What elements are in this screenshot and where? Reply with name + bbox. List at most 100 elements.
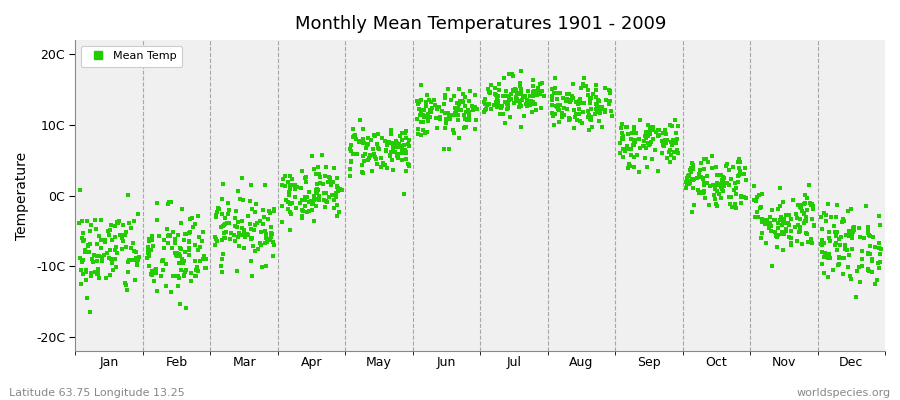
Point <box>161 240 176 246</box>
Point <box>215 237 230 244</box>
Point <box>708 164 723 170</box>
Point <box>350 151 365 158</box>
Point <box>298 194 312 200</box>
Point <box>175 256 189 262</box>
Point <box>94 254 109 260</box>
Point <box>131 254 146 260</box>
Point <box>636 138 651 144</box>
Point <box>216 223 230 229</box>
Point <box>863 233 878 240</box>
Point <box>190 264 204 270</box>
Point <box>490 104 504 110</box>
Point <box>210 209 224 216</box>
Point <box>712 191 726 197</box>
Point <box>318 204 332 210</box>
Point <box>762 225 777 231</box>
Point <box>729 205 743 211</box>
Point <box>593 110 608 116</box>
Point <box>723 201 737 207</box>
Point <box>214 263 229 270</box>
Point <box>103 227 117 233</box>
Point <box>145 272 159 278</box>
Point <box>652 126 666 133</box>
Point <box>431 103 446 110</box>
Point <box>760 217 775 224</box>
Point <box>814 242 829 248</box>
Point <box>501 97 516 103</box>
Point <box>356 136 370 142</box>
Point <box>829 240 843 246</box>
Point <box>666 149 680 155</box>
Point <box>734 193 749 199</box>
Point <box>490 91 504 98</box>
Point <box>656 142 670 148</box>
Point <box>310 196 324 203</box>
Point <box>448 106 463 112</box>
Point <box>733 164 747 171</box>
Point <box>451 112 465 118</box>
Point <box>657 143 671 149</box>
Point <box>173 253 187 259</box>
Point <box>453 98 467 104</box>
Point <box>361 135 375 141</box>
Point <box>122 220 137 226</box>
Point <box>284 200 299 206</box>
Point <box>595 124 609 130</box>
Point <box>435 108 449 114</box>
Point <box>347 133 362 140</box>
Point <box>459 108 473 115</box>
Point <box>553 102 567 108</box>
Point <box>307 193 321 200</box>
Point <box>313 180 328 186</box>
Point <box>873 251 887 257</box>
Point <box>526 89 540 96</box>
Point <box>359 145 374 151</box>
Point <box>182 238 196 244</box>
Point <box>141 238 156 244</box>
Point <box>784 234 798 241</box>
Point <box>250 246 265 252</box>
Point <box>681 181 696 188</box>
Point <box>823 238 837 244</box>
Point <box>814 237 829 243</box>
Point <box>305 207 320 213</box>
Point <box>615 136 629 142</box>
Point <box>680 174 694 181</box>
Point <box>119 229 133 236</box>
Point <box>841 208 855 214</box>
Point <box>278 173 293 179</box>
Point <box>715 178 729 184</box>
Point <box>590 87 604 93</box>
Point <box>800 239 814 245</box>
Point <box>482 100 497 107</box>
Point <box>281 199 295 205</box>
Point <box>331 187 346 194</box>
Point <box>379 148 393 154</box>
Point <box>114 235 129 242</box>
Point <box>244 226 258 232</box>
Point <box>725 164 740 170</box>
Point <box>616 135 630 141</box>
Point <box>393 133 408 139</box>
Point <box>447 110 462 116</box>
Point <box>98 239 112 245</box>
Point <box>641 133 655 139</box>
Point <box>168 240 183 246</box>
Point <box>553 90 567 96</box>
Point <box>591 98 606 104</box>
Point <box>627 140 642 147</box>
Point <box>847 226 861 233</box>
Point <box>401 141 416 148</box>
Point <box>498 99 512 106</box>
Point <box>309 190 323 197</box>
Point <box>108 256 122 262</box>
Point <box>497 75 511 82</box>
Point <box>680 181 694 188</box>
Point <box>157 244 171 251</box>
Point <box>842 273 857 279</box>
Point <box>645 127 660 133</box>
Point <box>652 132 666 138</box>
Point <box>710 181 724 188</box>
Point <box>716 179 730 185</box>
Point <box>500 100 515 106</box>
